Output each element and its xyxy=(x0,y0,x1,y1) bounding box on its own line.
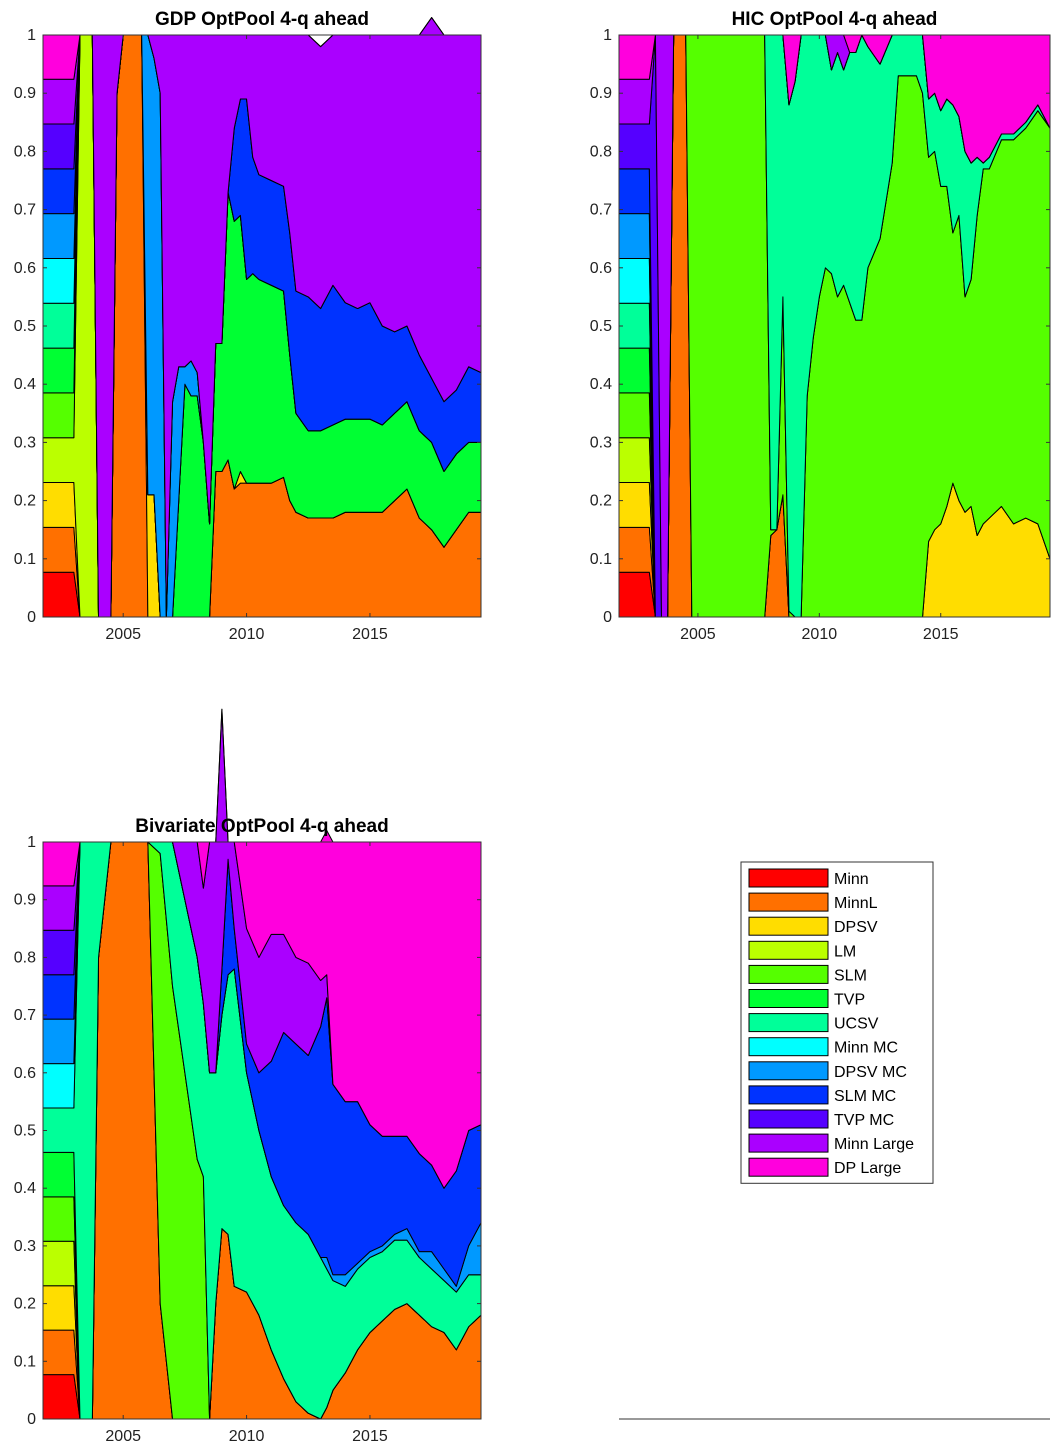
y-tick-label: 0.9 xyxy=(14,892,36,909)
legend-swatch-dpsv xyxy=(748,916,829,936)
y-tick-label: 0.3 xyxy=(14,434,36,451)
x-tick-label: 2015 xyxy=(923,626,959,643)
legend-swatch-tvp xyxy=(748,989,829,1008)
x-tick-label: 2005 xyxy=(105,1428,141,1445)
legend-label-minn-mc: Minn MC xyxy=(834,1040,898,1057)
y-tick-label: 0.8 xyxy=(590,143,612,160)
legend-label-minnl: MinnL xyxy=(834,895,878,912)
y-tick-label: 0.5 xyxy=(14,318,36,335)
legend-label-slm: SLM xyxy=(834,967,867,984)
chart-title: Bivariate OptPool 4-q ahead xyxy=(135,816,388,837)
y-tick-label: 0.1 xyxy=(14,1353,36,1370)
x-tick-label: 2010 xyxy=(229,1428,265,1445)
legend-swatch-minn xyxy=(748,868,829,888)
y-tick-label: 0.3 xyxy=(14,1238,36,1255)
legend-label-dp-large: DP Large xyxy=(834,1160,901,1177)
x-tick-label: 2015 xyxy=(352,626,388,643)
y-tick-label: 0.6 xyxy=(14,1065,36,1082)
legend-swatch-dpsv-mc xyxy=(748,1061,829,1081)
y-tick-label: 0.2 xyxy=(14,493,36,510)
legend-label-ucsv: UCSV xyxy=(834,1016,879,1033)
panels-layer: GDP OptPool 4-q ahead 0 0.1 0.2 0.3 0.4 0.5 0.6… xyxy=(14,9,1051,1445)
y-tick-label: 0.7 xyxy=(14,1007,36,1024)
y-tick-label: 0.7 xyxy=(590,202,612,219)
x-tick-label: 2005 xyxy=(680,626,716,643)
legend-swatch-lm xyxy=(748,940,829,960)
y-tick-label: 0.1 xyxy=(14,551,36,568)
panel-gdp-optpool-4-q-ahead: GDP OptPool 4-q ahead 0 0.1 0.2 0.3 0.4 0.5 0.6… xyxy=(14,9,482,643)
y-tick-label: 0.3 xyxy=(590,434,612,451)
chart-title: HIC OptPool 4-q ahead xyxy=(732,9,938,30)
legend-swatch-minn-large xyxy=(748,1133,829,1153)
legend-swatch-ucsv xyxy=(748,1013,829,1033)
x-tick-label: 2005 xyxy=(105,626,141,643)
x-tick-label: 2015 xyxy=(352,1428,388,1445)
y-tick-label: 1 xyxy=(603,27,612,44)
y-tick-label: 0.2 xyxy=(590,493,612,510)
y-tick-label: 1 xyxy=(27,27,36,44)
legend-label-minn: Minn xyxy=(834,871,869,888)
legend-label-lm: LM xyxy=(834,943,856,960)
legend-swatch-tvp-mc xyxy=(748,1109,829,1129)
legend-swatch-dp-large xyxy=(748,1157,829,1177)
legend-label-tvp-mc: TVP MC xyxy=(834,1112,894,1129)
y-tick-label: 0 xyxy=(603,609,612,626)
y-tick-label: 0 xyxy=(27,609,36,626)
legend-swatch-minnl xyxy=(748,892,829,912)
y-tick-label: 0 xyxy=(27,1411,36,1428)
y-tick-label: 0.7 xyxy=(14,202,36,219)
y-tick-label: 0.6 xyxy=(590,260,612,277)
legend-label-minn-large: Minn Large xyxy=(834,1136,914,1153)
y-tick-label: 0.1 xyxy=(590,551,612,568)
legend-swatch-slm-mc xyxy=(748,1085,829,1105)
y-tick-label: 0.5 xyxy=(590,318,612,335)
y-tick-label: 0.5 xyxy=(14,1123,36,1140)
y-tick-label: 0.8 xyxy=(14,949,36,966)
y-tick-label: 1 xyxy=(27,834,36,851)
y-tick-label: 0.4 xyxy=(14,1180,36,1197)
legend-label-slm-mc: SLM MC xyxy=(834,1088,896,1105)
legend-swatch-minn-mc xyxy=(748,1037,829,1057)
chart-title: GDP OptPool 4-q ahead xyxy=(155,9,369,30)
y-tick-label: 0.4 xyxy=(14,376,36,393)
panel-bivariate-optpool-4-q-ahead: Bivariate OptPool 4-q ahead 0 0.1 0.2 0.3 0.4… xyxy=(14,708,482,1445)
legend-label-dpsv: DPSV xyxy=(834,919,878,936)
x-tick-label: 2010 xyxy=(229,626,265,643)
legend-label-tvp: TVP xyxy=(834,992,865,1009)
y-tick-label: 0.4 xyxy=(590,376,612,393)
panel-hic-optpool-4-q-ahead: HIC OptPool 4-q ahead 0 0.1 0.2 0.3 0.4 0.5 0.6… xyxy=(590,9,1051,643)
legend-swatch-slm xyxy=(748,964,829,984)
y-tick-label: 0.9 xyxy=(590,85,612,102)
y-tick-label: 0.2 xyxy=(14,1296,36,1313)
legend-label-dpsv-mc: DPSV MC xyxy=(834,1064,907,1081)
x-tick-label: 2010 xyxy=(802,626,838,643)
y-tick-label: 0.9 xyxy=(14,85,36,102)
y-tick-label: 0.8 xyxy=(14,143,36,160)
legend: Minn MinnL DPSV LM SLM TVP UCSV Minn MC DPSV MC S… xyxy=(740,861,934,1184)
y-tick-label: 0.6 xyxy=(14,260,36,277)
